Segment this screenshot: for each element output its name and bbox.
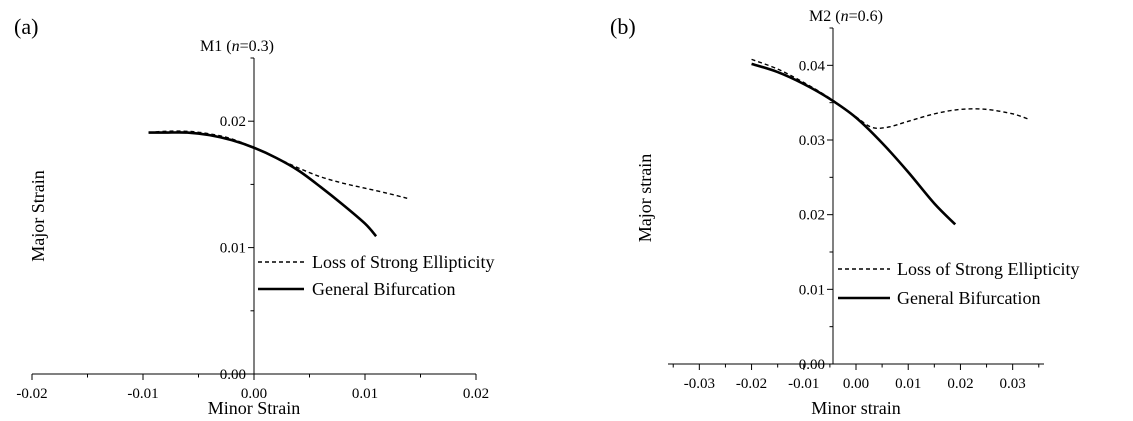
panel-label: (b) xyxy=(610,14,636,39)
y-tick-label: 0.04 xyxy=(799,58,826,74)
x-tick-label: 0.00 xyxy=(241,386,267,402)
x-axis-label: Minor strain xyxy=(811,398,901,418)
panel-label: (a) xyxy=(14,14,38,39)
x-tick-label: 0.02 xyxy=(463,386,489,402)
x-tick-label: -0.02 xyxy=(16,386,47,402)
legend-item: General Bifurcation xyxy=(258,279,455,299)
legend-item: Loss of Strong Ellipticity xyxy=(258,252,495,272)
x-tick-label: -0.03 xyxy=(684,376,715,392)
chart-title: M2 (n=0.6) xyxy=(809,8,883,25)
y-tick-label: 0.00 xyxy=(799,357,825,373)
chart-title: M1 (n=0.3) xyxy=(200,38,274,55)
x-tick-label: 0.01 xyxy=(895,376,921,392)
series-line-general-bifurcation xyxy=(148,131,378,238)
y-axis-label: Major Strain xyxy=(28,170,48,262)
y-axis-label: Major strain xyxy=(635,154,655,242)
y-tick-label: 0.02 xyxy=(799,208,825,224)
x-tick-label: 0.03 xyxy=(1000,376,1026,392)
y-tick-label: 0.02 xyxy=(220,114,246,130)
legend: Loss of Strong Ellipticity General Bifur… xyxy=(258,252,495,299)
series-line-general-bifurcation xyxy=(751,62,957,226)
chart-panel-a: (a) M1 (n=0.3) Minor Strain Major Strain… xyxy=(14,14,495,418)
legend: Loss of Strong Ellipticity General Bifur… xyxy=(838,259,1080,308)
chart-panel-b: (b) M2 (n=0.6) Minor strain Major strain… xyxy=(610,8,1080,418)
x-tick-label: 0.01 xyxy=(352,386,378,402)
legend-label: General Bifurcation xyxy=(897,288,1040,308)
legend-label: General Bifurcation xyxy=(312,279,455,299)
x-tick-label: -0.02 xyxy=(736,376,767,392)
legend-label: Loss of Strong Ellipticity xyxy=(897,259,1080,279)
legend-item: General Bifurcation xyxy=(838,288,1040,308)
series-line-loss-of-strong-ellipticity xyxy=(148,130,408,199)
y-tick-label: 0.03 xyxy=(799,133,825,149)
legend-label: Loss of Strong Ellipticity xyxy=(312,252,495,272)
x-tick-label: -0.01 xyxy=(127,386,158,402)
legend-item: Loss of Strong Ellipticity xyxy=(838,259,1080,279)
series-line-loss-of-strong-ellipticity xyxy=(751,58,1029,130)
y-tick-label: 0.01 xyxy=(220,241,246,257)
x-tick-label: 0.00 xyxy=(843,376,869,392)
y-tick-label: 0.00 xyxy=(220,367,246,383)
x-axis-label: Minor Strain xyxy=(208,398,301,418)
x-tick-label: -0.01 xyxy=(788,376,819,392)
y-tick-label: 0.01 xyxy=(799,282,825,298)
x-tick-label: 0.02 xyxy=(947,376,973,392)
